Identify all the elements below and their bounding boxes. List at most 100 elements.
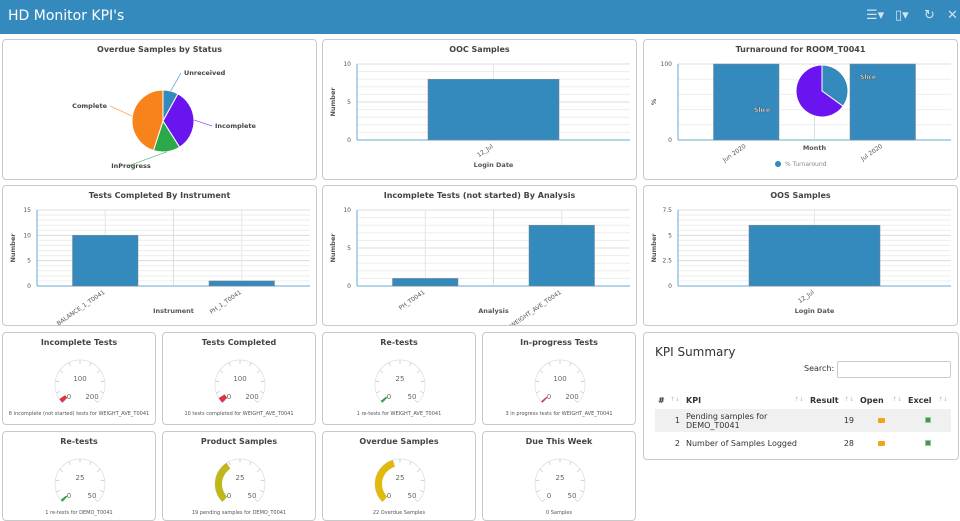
close-icon[interactable]: ✕ [947,8,958,23]
gauge-tick [89,362,92,367]
pie-label: Slice [754,107,770,114]
gauge-label-min: 0 [67,393,71,401]
gauge-caption: 1 re-tests for DEMO_T0041 [45,510,113,516]
gauge-label-min: 0 [67,492,71,500]
gauge-tick [256,469,261,472]
gauge-label-min: 0 [547,393,551,401]
gauge-tick [576,469,581,472]
gauge-tick [539,370,544,373]
chart-svg: 0 100 Jun 2020 Jul 2020 Month% Slice Slice % Tu… [650,61,951,168]
kpi-table: # ↑↓ KPI ↑↓ Result ↑↓ Open ↑↓ Excel ↑↓ 1 Pend… [655,391,951,455]
ooc-samples-panel: OOC Samples 0 5 10 12_Jul Login Date Number [322,39,637,180]
gauge-label-max: 50 [408,492,417,500]
gauge-tick [574,498,578,502]
gauge-tick [420,479,425,482]
gauge-tick [55,380,60,383]
gauge-panel: Product Samples 19 pending samples for DE… [162,431,316,521]
refresh-icon[interactable]: ↻ [924,8,935,23]
gauge-tick [416,370,421,373]
gauge-tick [579,391,584,394]
tests-by-instrument-panel: Tests Completed By Instrument 0 5 10 15 BALAN… [2,185,317,326]
gauge-tick [219,370,224,373]
column-header-number[interactable]: # ↑↓ [658,395,680,405]
gauge-tick [388,362,391,367]
gauge-tick [228,362,231,367]
open-folder-icon[interactable] [877,441,885,446]
gauge-tick [419,391,424,394]
row-kpi: Number of Samples Logged [686,439,798,448]
search-input[interactable] [837,361,951,378]
pie-connector [170,72,182,92]
x-axis-title: Login Date [795,307,835,315]
gauge-tick [579,490,584,493]
gauge-tick [535,479,540,482]
y-tick-label: 0 [347,283,351,290]
chart-svg: 0 25 50 [374,359,426,403]
gauge-label-mid: 100 [553,375,566,383]
gauge-tick [535,380,540,383]
gauge-label-mid: 25 [396,375,405,383]
excel-export-icon[interactable] [925,417,931,423]
incomplete-by-analysis-panel: Incomplete Tests (not started) By Analys… [322,185,637,326]
legend-label: % Turnaround [785,161,827,168]
gauge-fill [60,495,68,502]
gauge-fill [375,459,395,502]
chart-title: Overdue Samples by Status [97,45,222,54]
gauge-tick [580,380,585,383]
column-header-excel[interactable]: Excel ↑↓ [908,395,948,405]
gauge-label-mid: 25 [396,474,405,482]
row-result: 19 [807,409,857,432]
oos-samples-panel: OOS Samples 0 2.5 5 7.5 12_Jul Login Date Numbe… [643,185,958,326]
excel-export-icon[interactable] [925,440,931,446]
x-axis-title: Login Date [474,161,514,169]
x-tick-label: 12_Jul [797,289,816,305]
gauge-panel: Re-tests 1 re-tests for DEMO_T0041 0 25 50 [2,431,156,521]
gauge-tick [55,479,60,482]
gauge-tick [68,362,71,367]
chart-svg: 0 25 50 [534,458,586,502]
pie-connector [193,119,213,127]
pie-label: Complete [72,102,107,110]
gauge-panel: Overdue Samples 22 Overdue Samples 0 25 50 [322,431,476,521]
gauge-label-max: 200 [85,393,98,401]
y-axis-title: Number [329,87,337,117]
column-header-kpi[interactable]: KPI ↑↓ [686,395,804,405]
gauge-title: Re-tests [60,437,98,446]
gauge-tick [409,362,412,367]
bar [528,224,595,287]
gauge-label-max: 50 [88,492,97,500]
gauge-tick [260,380,265,383]
gauge-tick [536,391,541,394]
chart-title: Turnaround for ROOM_T0041 [735,45,866,54]
bar [208,280,275,287]
pie-slice [131,89,164,152]
chart-title: Tests Completed By Instrument [88,191,231,200]
open-folder-icon[interactable] [877,418,885,423]
y-tick-label: 10 [23,232,31,239]
x-tick-label: PH_T0041 [398,289,427,312]
gauge-tick [539,469,544,472]
x-tick-label: Jul 2020 [859,143,884,163]
gauge-label-max: 50 [568,492,577,500]
y-axis-title: Number [9,233,17,263]
menu-icon[interactable]: ☰▾ [866,8,885,23]
gauge-tick [580,479,585,482]
gauge-tick [94,399,98,403]
gauge-tick [59,370,64,373]
column-header-open[interactable]: Open ↑↓ [860,395,902,405]
gauge-tick [419,490,424,493]
y-tick-label: 5 [27,258,31,265]
gauge-tick [256,370,261,373]
x-axis-title: Analysis [478,307,509,315]
column-header-result[interactable]: Result ↑↓ [810,395,854,405]
gauge-tick [215,380,220,383]
gauge-fill [59,395,68,403]
gauge-label-mid: 25 [76,474,85,482]
gauge-tick [548,362,551,367]
bookmark-icon[interactable]: ▯▾ [895,8,909,23]
x-tick-label: WEIGHT_AVE_T0041 [509,289,563,325]
gauge-caption: 10 tests completed for WEIGHT_AVE_T0041 [184,411,294,417]
gauge-tick [249,362,252,367]
y-tick-label: 10 [343,207,351,214]
gauge-tick [569,461,572,466]
